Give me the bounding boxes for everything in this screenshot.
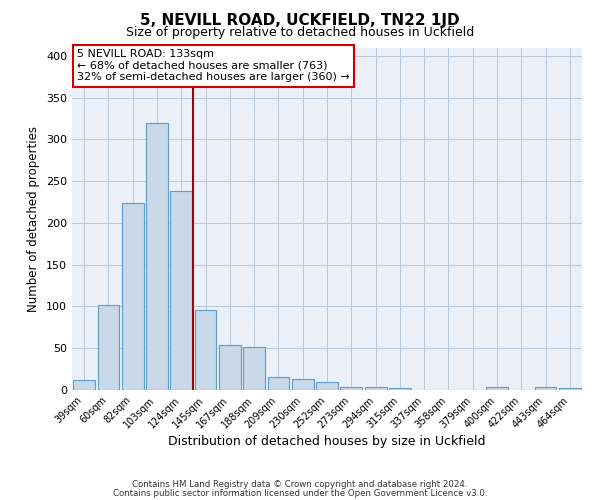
Text: Contains HM Land Registry data © Crown copyright and database right 2024.: Contains HM Land Registry data © Crown c… (132, 480, 468, 489)
Text: 5, NEVILL ROAD, UCKFIELD, TN22 1JD: 5, NEVILL ROAD, UCKFIELD, TN22 1JD (140, 12, 460, 28)
Bar (194, 310, 217, 390)
Bar (535, 388, 556, 390)
Bar (146, 122, 168, 390)
Text: Contains public sector information licensed under the Open Government Licence v3: Contains public sector information licen… (113, 488, 487, 498)
Bar (219, 345, 241, 390)
Y-axis label: Number of detached properties: Number of detached properties (28, 126, 40, 312)
Bar (122, 203, 143, 390)
Bar (486, 386, 508, 390)
Bar (268, 376, 289, 390)
Bar (243, 348, 265, 390)
Bar (73, 380, 95, 390)
Bar (559, 388, 581, 390)
Bar (97, 305, 119, 390)
Bar (340, 386, 362, 390)
Bar (389, 388, 411, 390)
Bar (170, 191, 192, 390)
Bar (292, 379, 314, 390)
X-axis label: Distribution of detached houses by size in Uckfield: Distribution of detached houses by size … (168, 436, 486, 448)
Text: 5 NEVILL ROAD: 133sqm
← 68% of detached houses are smaller (763)
32% of semi-det: 5 NEVILL ROAD: 133sqm ← 68% of detached … (77, 49, 350, 82)
Text: Size of property relative to detached houses in Uckfield: Size of property relative to detached ho… (126, 26, 474, 39)
Bar (365, 388, 386, 390)
Bar (316, 382, 338, 390)
